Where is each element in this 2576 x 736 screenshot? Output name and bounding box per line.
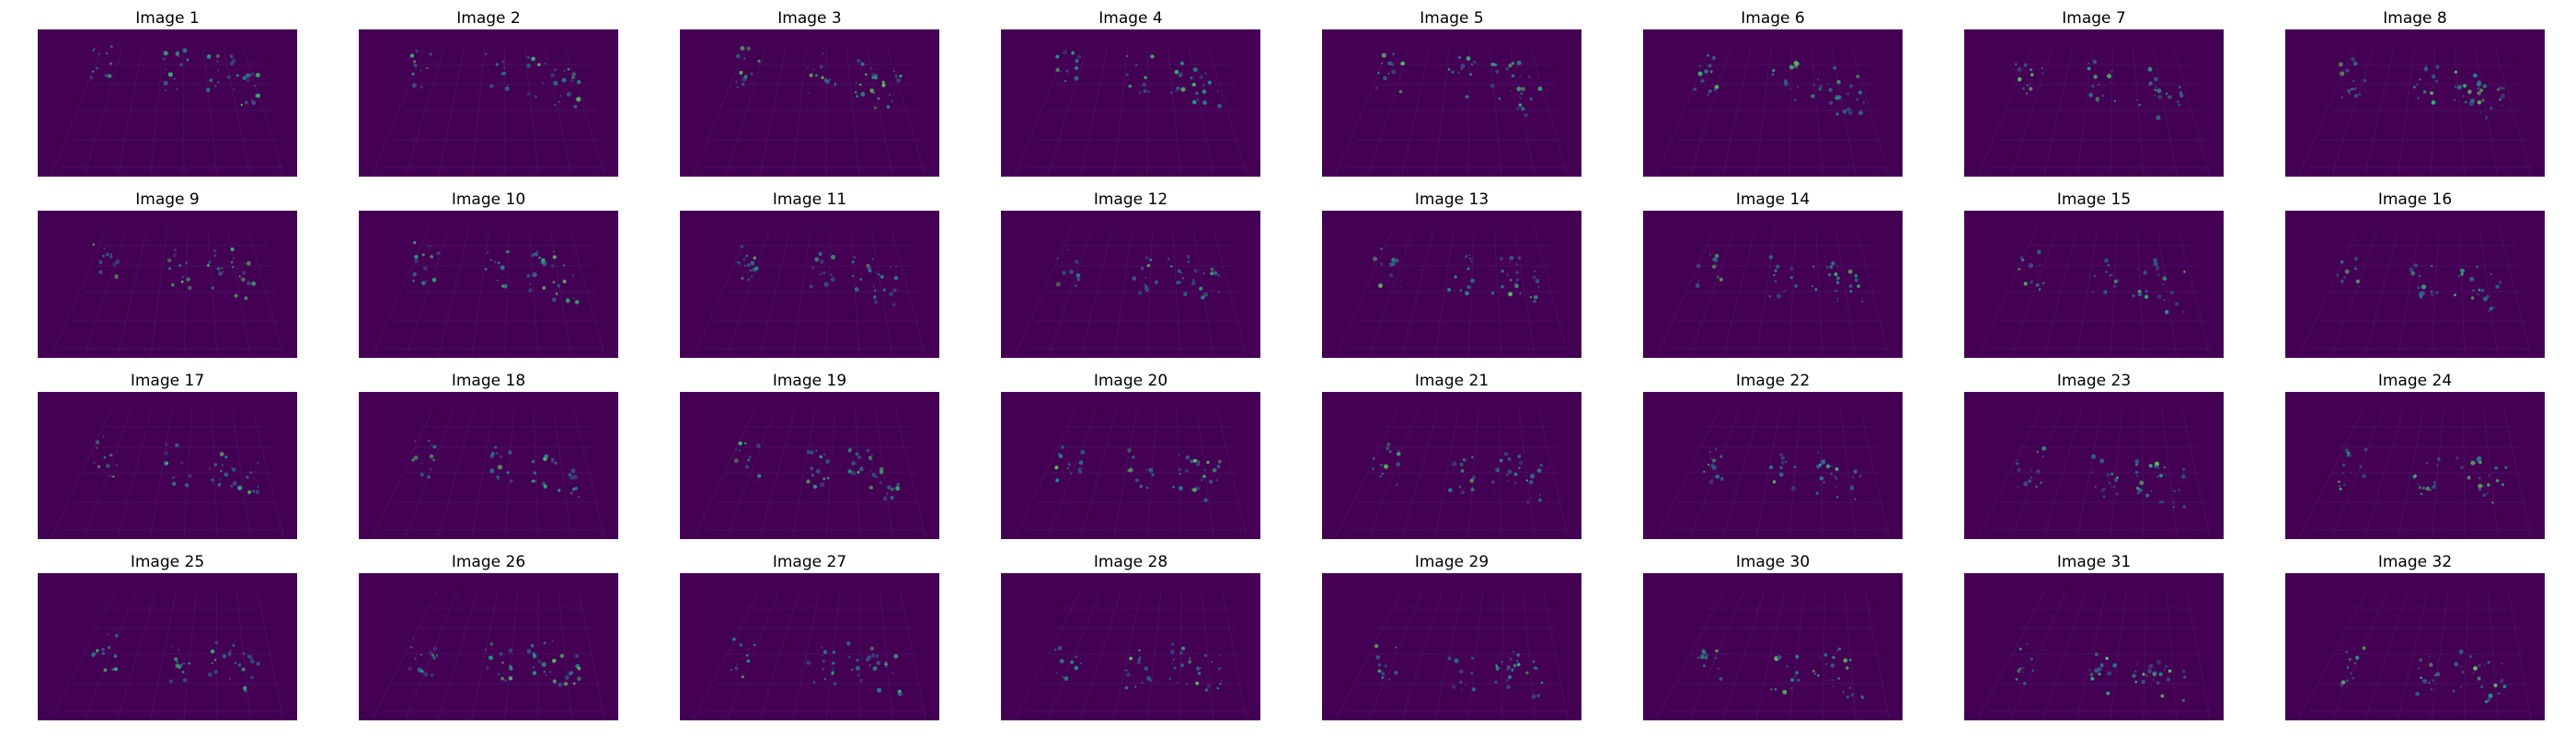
image-panel: Image 15 — [1964, 190, 2224, 358]
image-panel: Image 8 — [2285, 9, 2545, 177]
heatmap-image — [1322, 392, 1581, 539]
image-panel: Image 6 — [1643, 9, 1903, 177]
image-panel-title: Image 4 — [1098, 9, 1163, 28]
heatmap-image — [359, 211, 618, 358]
image-panel: Image 12 — [1001, 190, 1260, 358]
image-panel: Image 29 — [1322, 553, 1581, 720]
image-panel: Image 17 — [38, 372, 297, 539]
heatmap-image — [1322, 573, 1581, 720]
image-panel: Image 2 — [359, 9, 618, 177]
image-panel-title: Image 25 — [130, 553, 205, 571]
image-panel-title: Image 11 — [772, 190, 847, 209]
heatmap-image — [1001, 573, 1260, 720]
heatmap-image — [1001, 392, 1260, 539]
image-panel: Image 11 — [680, 190, 939, 358]
image-panel-title: Image 19 — [772, 372, 847, 390]
image-panel: Image 25 — [38, 553, 297, 720]
image-panel: Image 32 — [2285, 553, 2545, 720]
heatmap-image — [1001, 211, 1260, 358]
heatmap-image — [2285, 573, 2545, 720]
heatmap-image — [1643, 29, 1903, 177]
image-panel-title: Image 7 — [2062, 9, 2126, 28]
image-panel-title: Image 1 — [135, 9, 200, 28]
image-panel-title: Image 10 — [451, 190, 526, 209]
heatmap-image — [2285, 211, 2545, 358]
image-panel-title: Image 9 — [135, 190, 200, 209]
image-panel-title: Image 29 — [1414, 553, 1489, 571]
heatmap-image — [680, 392, 939, 539]
image-panel-title: Image 30 — [1735, 553, 1811, 571]
image-panel-title: Image 27 — [772, 553, 847, 571]
image-panel-title: Image 31 — [2056, 553, 2132, 571]
image-panel-title: Image 6 — [1741, 9, 1805, 28]
heatmap-image — [359, 573, 618, 720]
image-panel-title: Image 22 — [1735, 372, 1811, 390]
image-panel-title: Image 2 — [456, 9, 521, 28]
image-panel: Image 24 — [2285, 372, 2545, 539]
image-panel: Image 27 — [680, 553, 939, 720]
image-panel: Image 1 — [38, 9, 297, 177]
image-panel: Image 5 — [1322, 9, 1581, 177]
image-panel: Image 16 — [2285, 190, 2545, 358]
image-panel-title: Image 3 — [777, 9, 842, 28]
heatmap-image — [1643, 392, 1903, 539]
image-panel: Image 23 — [1964, 372, 2224, 539]
image-panel-title: Image 18 — [451, 372, 526, 390]
image-panel-title: Image 28 — [1093, 553, 1168, 571]
image-panel: Image 26 — [359, 553, 618, 720]
image-panel: Image 31 — [1964, 553, 2224, 720]
image-panel-title: Image 8 — [2383, 9, 2447, 28]
image-panel: Image 30 — [1643, 553, 1903, 720]
image-panel-title: Image 17 — [130, 372, 205, 390]
image-panel-title: Image 12 — [1093, 190, 1168, 209]
image-panel: Image 21 — [1322, 372, 1581, 539]
heatmap-image — [1964, 29, 2224, 177]
heatmap-image — [1322, 29, 1581, 177]
image-panel-title: Image 15 — [2056, 190, 2132, 209]
image-panel-title: Image 21 — [1414, 372, 1489, 390]
heatmap-image — [680, 573, 939, 720]
image-panel: Image 14 — [1643, 190, 1903, 358]
image-panel: Image 3 — [680, 9, 939, 177]
heatmap-image — [1322, 211, 1581, 358]
heatmap-image — [1643, 573, 1903, 720]
image-panel: Image 20 — [1001, 372, 1260, 539]
image-panel: Image 13 — [1322, 190, 1581, 358]
heatmap-image — [680, 29, 939, 177]
heatmap-image — [38, 392, 297, 539]
heatmap-image — [38, 573, 297, 720]
image-panel: Image 18 — [359, 372, 618, 539]
image-panel: Image 9 — [38, 190, 297, 358]
image-panel: Image 4 — [1001, 9, 1260, 177]
heatmap-image — [1964, 392, 2224, 539]
heatmap-image — [2285, 392, 2545, 539]
image-panel-title: Image 5 — [1420, 9, 1484, 28]
image-panel-title: Image 26 — [451, 553, 526, 571]
heatmap-image — [680, 211, 939, 358]
image-panel-title: Image 24 — [2377, 372, 2453, 390]
image-panel-title: Image 23 — [2056, 372, 2132, 390]
heatmap-image — [359, 392, 618, 539]
image-panel: Image 10 — [359, 190, 618, 358]
heatmap-image — [2285, 29, 2545, 177]
heatmap-image — [38, 211, 297, 358]
image-panel: Image 7 — [1964, 9, 2224, 177]
heatmap-image — [1001, 29, 1260, 177]
image-panel: Image 28 — [1001, 553, 1260, 720]
heatmap-image — [1964, 573, 2224, 720]
heatmap-image — [1964, 211, 2224, 358]
image-panel-title: Image 20 — [1093, 372, 1168, 390]
heatmap-image — [1643, 211, 1903, 358]
image-panel-title: Image 14 — [1735, 190, 1811, 209]
heatmap-image — [38, 29, 297, 177]
image-panel-title: Image 16 — [2377, 190, 2453, 209]
image-panel: Image 22 — [1643, 372, 1903, 539]
image-panel-title: Image 13 — [1414, 190, 1489, 209]
image-panel: Image 19 — [680, 372, 939, 539]
image-panel-title: Image 32 — [2377, 553, 2453, 571]
heatmap-image — [359, 29, 618, 177]
